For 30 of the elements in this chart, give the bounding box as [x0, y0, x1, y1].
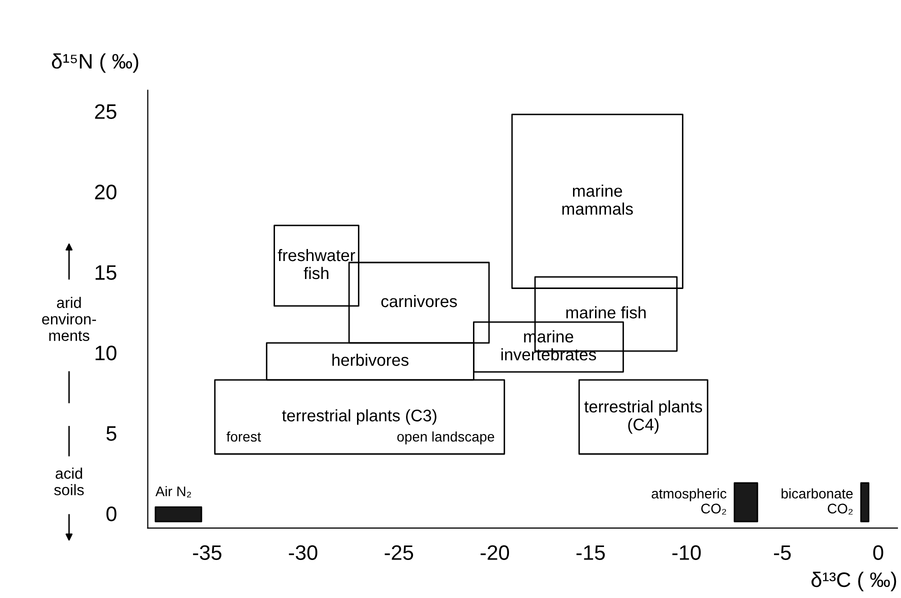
- series-label: terrestrial plants (C4): [584, 400, 702, 434]
- y-tick-label: 25: [95, 104, 116, 119]
- text: arid environ- ments: [42, 296, 96, 341]
- y-tick-label: 20: [95, 184, 116, 200]
- y-tick-label: 5: [106, 426, 116, 441]
- series-label: marine mammals: [562, 184, 633, 215]
- series-label: herbivores: [332, 354, 408, 366]
- series-label: bicarbonate CO₂: [782, 488, 853, 515]
- text: acid soils: [54, 468, 84, 496]
- annotation: forest: [226, 431, 262, 442]
- series-label: marine fish: [566, 306, 646, 318]
- x-tick-label: -15: [576, 545, 605, 560]
- y-tick-label: 15: [96, 265, 116, 280]
- x-tick-label: -20: [480, 545, 510, 560]
- series-label: atmospheric CO₂: [652, 488, 726, 515]
- x-tick-label: -5: [774, 545, 791, 560]
- x-tick-label: -35: [193, 545, 222, 560]
- series-label: freshwater fish: [278, 248, 356, 280]
- series-label: terrestrial plants (C3): [282, 409, 436, 425]
- x-tick-label: -30: [288, 545, 318, 560]
- annotation: open landscape: [397, 431, 494, 444]
- series-label: Air N₂: [155, 486, 191, 498]
- x-tick-label: 0: [873, 545, 884, 560]
- x-tick-label: -25: [384, 545, 414, 560]
- y-tick-label: 0: [106, 506, 116, 522]
- y-axis-title: δ¹⁵N ( ‰): [52, 53, 138, 73]
- series-label: carnivores: [381, 294, 457, 308]
- x-tick-label: -10: [672, 545, 701, 560]
- x-axis-title: δ¹³C ( ‰): [811, 572, 896, 592]
- y-tick-label: 10: [96, 346, 116, 360]
